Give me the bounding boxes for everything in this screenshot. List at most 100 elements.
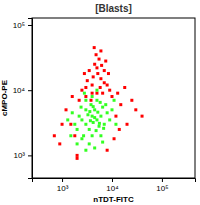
point [80,106,83,109]
point [101,92,104,95]
points [53,46,144,160]
point [119,103,122,106]
point [88,128,91,131]
series [53,46,144,160]
tick-label: 10⁴ [106,184,119,193]
point [101,141,104,144]
point [103,123,106,126]
tick-mark [62,178,63,182]
tick-label: 10³ [13,151,25,160]
tick: 10³ [13,151,32,160]
point [126,123,129,126]
point [86,79,89,82]
point [108,118,111,121]
point [92,105,95,108]
point [80,118,83,121]
point [93,146,96,149]
point [103,69,106,72]
point [73,123,76,126]
point [65,108,68,111]
point [95,92,98,95]
tick: 10⁴ [106,178,119,193]
point [98,58,101,61]
point [78,115,81,118]
point [78,99,81,102]
point [98,122,101,125]
point [123,86,126,89]
point [99,49,102,52]
point [93,63,96,66]
point [83,72,86,75]
point [99,134,102,137]
point [91,134,94,137]
tick-mark [112,178,113,182]
y-axis: 10³10⁴10⁵ [13,19,33,179]
point [106,84,109,87]
point [130,99,133,102]
point [76,157,79,160]
point [53,134,56,137]
point [116,92,119,95]
point [110,95,113,98]
point [82,134,85,137]
x-axis: 10³ 10⁴ 10⁵ [33,178,196,193]
point [113,137,116,140]
point [95,53,98,56]
y-axis-title: cMPO-PE [0,79,9,116]
point [88,142,91,145]
point [92,75,95,78]
point [103,81,106,84]
tick-mark [28,155,32,156]
point [95,89,98,92]
point [113,99,116,102]
series [66,89,117,152]
point [102,127,105,130]
point [93,108,96,111]
point [90,99,93,102]
point [93,46,96,49]
point [134,108,137,111]
point [73,134,76,137]
point [96,111,99,114]
point [108,89,111,92]
point [92,121,95,124]
tick-label: 10⁵ [156,184,168,193]
point [98,125,101,128]
point [93,116,96,119]
point [69,123,72,126]
point [104,60,107,63]
point [71,95,74,98]
axis-line [28,19,33,179]
point [118,128,121,131]
tick: 10⁵ [13,21,32,30]
point [88,110,91,113]
point [106,149,109,152]
x-axis-title: nTDT-FITC [93,195,134,204]
title: [Blasts] [95,3,132,14]
point [76,142,79,145]
tick-mark [28,25,32,26]
point [110,108,113,111]
frame [32,18,195,178]
point [88,69,91,72]
point [76,128,79,131]
point [80,89,83,92]
point [141,115,144,118]
point [91,84,94,87]
tick-label: 10⁵ [13,21,25,30]
point [89,119,92,122]
tick-mark [162,178,163,182]
point [95,66,98,69]
point [66,118,69,121]
tick-mark [28,90,32,91]
point [84,149,87,152]
tick-label: 10³ [57,184,69,193]
point [84,99,87,102]
point [107,72,110,75]
point [104,103,107,106]
point [58,142,61,145]
point [96,72,99,75]
point [95,99,98,102]
point [99,77,102,80]
axis-line [33,179,196,183]
